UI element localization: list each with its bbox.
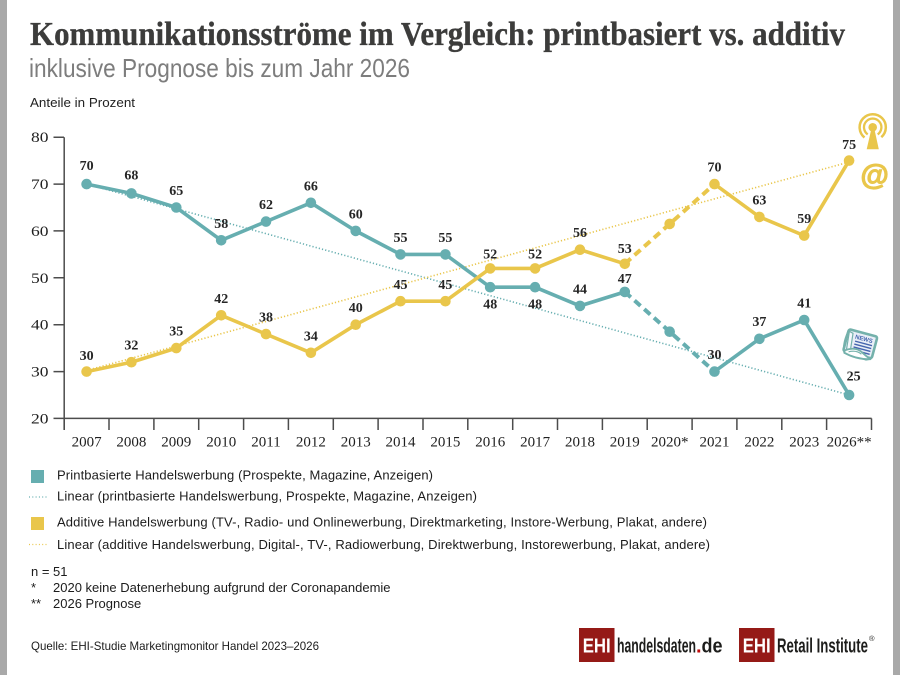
svg-text:2026**: 2026** xyxy=(827,435,872,451)
svg-text:59: 59 xyxy=(797,212,811,227)
svg-text:NEWS: NEWS xyxy=(854,335,873,345)
svg-text:EHI: EHI xyxy=(743,636,771,658)
svg-text:30: 30 xyxy=(31,365,49,381)
svg-text:75: 75 xyxy=(842,138,856,153)
svg-text:2020*: 2020* xyxy=(651,435,689,451)
svg-text:70: 70 xyxy=(708,161,722,176)
svg-text:32: 32 xyxy=(124,339,138,354)
svg-text:.: . xyxy=(696,636,702,658)
svg-text:n = 51: n = 51 xyxy=(31,564,68,579)
svg-text:70: 70 xyxy=(31,177,49,193)
svg-text:55: 55 xyxy=(394,231,408,246)
svg-text:47: 47 xyxy=(618,272,632,287)
svg-text:38: 38 xyxy=(259,311,273,326)
svg-text:Additive Handelswerbung (TV-,: Additive Handelswerbung (TV-, Radio- und… xyxy=(57,515,707,530)
svg-text:inklusive Prognose bis zum Jah: inklusive Prognose bis zum Jahr 2026 xyxy=(29,53,410,83)
svg-text:2023: 2023 xyxy=(789,435,819,451)
svg-text:Printbasierte Handelswerbung (: Printbasierte Handelswerbung (Prospekte,… xyxy=(57,468,433,483)
svg-text:2008: 2008 xyxy=(116,435,146,451)
svg-text:30: 30 xyxy=(708,348,722,363)
svg-text:42: 42 xyxy=(214,292,228,307)
svg-text:55: 55 xyxy=(438,231,452,246)
svg-text:2020 keine Datenerhebung aufgr: 2020 keine Datenerhebung aufgrund der Co… xyxy=(53,580,391,595)
svg-text:60: 60 xyxy=(31,224,49,240)
svg-text:40: 40 xyxy=(31,318,49,334)
svg-text:58: 58 xyxy=(214,217,228,232)
svg-text:2012: 2012 xyxy=(296,435,326,451)
svg-text:2021: 2021 xyxy=(700,435,730,451)
svg-text:60: 60 xyxy=(349,207,363,222)
svg-text:30: 30 xyxy=(80,349,94,364)
svg-text:Quelle: EHI-Studie Marketingmo: Quelle: EHI-Studie Marketingmonitor Hand… xyxy=(31,639,319,653)
svg-text:70: 70 xyxy=(80,159,94,174)
svg-text:45: 45 xyxy=(438,278,452,293)
svg-text:52: 52 xyxy=(528,247,542,262)
svg-text:45: 45 xyxy=(394,278,408,293)
svg-text:*: * xyxy=(31,580,36,595)
svg-text:68: 68 xyxy=(124,168,138,183)
svg-text:34: 34 xyxy=(304,329,318,344)
svg-text:48: 48 xyxy=(483,298,497,313)
svg-text:EHI: EHI xyxy=(583,636,611,658)
svg-text:Anteile in Prozent: Anteile in Prozent xyxy=(30,95,135,110)
svg-text:37: 37 xyxy=(752,315,766,330)
svg-text:40: 40 xyxy=(349,301,363,316)
svg-text:50: 50 xyxy=(31,271,49,287)
svg-text:®: ® xyxy=(869,634,875,643)
svg-text:@: @ xyxy=(861,160,889,192)
svg-text:65: 65 xyxy=(169,184,183,199)
svg-text:Linear (additive Handelswerbun: Linear (additive Handelswerbung, Digital… xyxy=(57,537,710,552)
svg-text:2022: 2022 xyxy=(744,435,774,451)
svg-text:63: 63 xyxy=(752,193,766,208)
svg-text:2016: 2016 xyxy=(475,435,506,451)
svg-text:44: 44 xyxy=(573,282,587,297)
svg-text:20: 20 xyxy=(31,411,49,427)
svg-text:2011: 2011 xyxy=(251,435,280,451)
svg-text:Retail Institute: Retail Institute xyxy=(777,636,868,658)
svg-text:2026 Prognose: 2026 Prognose xyxy=(53,596,141,611)
svg-text:2019: 2019 xyxy=(610,435,640,451)
svg-text:48: 48 xyxy=(528,298,542,313)
svg-text:Linear (printbasierte Handelsw: Linear (printbasierte Handelswerbung, Pr… xyxy=(57,489,477,504)
svg-text:62: 62 xyxy=(259,198,273,213)
svg-text:56: 56 xyxy=(573,226,587,241)
svg-text:53: 53 xyxy=(618,242,632,257)
svg-text:52: 52 xyxy=(483,247,497,262)
svg-text:**: ** xyxy=(31,596,41,611)
svg-text:2010: 2010 xyxy=(206,435,236,451)
svg-text:2013: 2013 xyxy=(341,435,371,451)
svg-text:Kommunikationsströme im Vergle: Kommunikationsströme im Vergleich: print… xyxy=(30,16,845,53)
svg-text:2017: 2017 xyxy=(520,435,551,451)
svg-text:41: 41 xyxy=(797,297,811,312)
svg-text:2015: 2015 xyxy=(430,435,460,451)
svg-text:2007: 2007 xyxy=(72,435,103,451)
svg-text:66: 66 xyxy=(304,179,318,194)
svg-text:2014: 2014 xyxy=(386,435,417,451)
svg-text:2018: 2018 xyxy=(565,435,595,451)
svg-text:handelsdaten: handelsdaten xyxy=(617,636,696,658)
svg-text:de: de xyxy=(702,636,723,658)
svg-text:35: 35 xyxy=(169,325,183,340)
svg-text:2009: 2009 xyxy=(161,435,191,451)
svg-text:80: 80 xyxy=(31,130,49,146)
svg-text:25: 25 xyxy=(847,370,861,385)
